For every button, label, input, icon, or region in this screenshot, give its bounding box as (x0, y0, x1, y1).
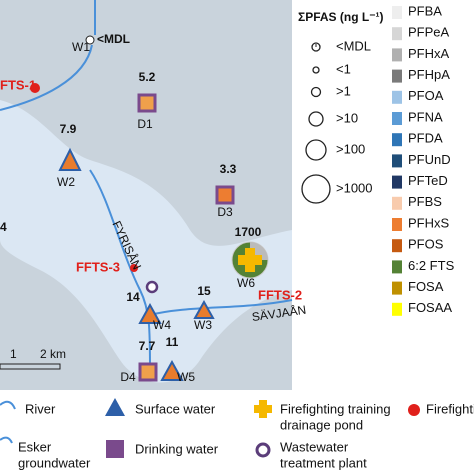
value-label: 7.9 (60, 122, 77, 136)
legend-label: PFUnD (408, 152, 451, 167)
scale-label: 2 km (40, 347, 66, 361)
compound-swatch (392, 6, 402, 19)
size-symbol (305, 139, 327, 161)
legend-label: Surface water (135, 401, 216, 416)
ffts-marker (30, 83, 40, 93)
station-marker (215, 185, 235, 205)
legend-label: drainage pond (280, 417, 363, 432)
station-label: D4 (120, 370, 136, 384)
value-label: 14 (126, 290, 140, 304)
value-label: 11 (166, 335, 179, 349)
compound-swatch (392, 175, 402, 189)
compound-swatch (392, 218, 402, 231)
compound-swatch (392, 239, 402, 253)
size-symbol (312, 66, 320, 74)
scale-label: 1 (10, 347, 17, 361)
site-label: FFTS-3 (76, 259, 120, 274)
value-label: 1700 (235, 225, 262, 239)
legend-label: PFPeA (408, 25, 450, 40)
station-marker (160, 359, 184, 381)
legend-label: >100 (336, 141, 365, 156)
legend-label: PFHpA (408, 67, 450, 82)
legend-icon (0, 436, 13, 444)
size-symbol (308, 111, 324, 127)
compound-swatch (392, 281, 402, 295)
compound-swatch (392, 112, 402, 125)
legend-icon (106, 440, 124, 458)
legend-icon (105, 398, 125, 416)
site-label: FTS-1 (0, 77, 36, 92)
size-symbol (310, 86, 322, 98)
compound-swatch (392, 27, 402, 41)
legend-label: FOSAA (408, 300, 452, 315)
station-label: W4 (153, 318, 171, 332)
station-marker (137, 93, 157, 113)
value-label: 3.3 (220, 162, 237, 176)
legend-label: >10 (336, 110, 358, 125)
legend-label: >1000 (336, 180, 373, 195)
river-line (0, 0, 293, 371)
value-label: 15 (197, 284, 211, 298)
legend-label: Firefighting training (280, 401, 391, 416)
legend-label: PFBS (408, 194, 442, 209)
station-label: D1 (137, 117, 153, 131)
legend-label: PFOS (408, 237, 444, 252)
value-label: <MDL (97, 32, 130, 46)
legend-icon (0, 400, 16, 410)
station-label: W6 (237, 276, 255, 290)
edge-label: 4 (0, 220, 7, 234)
compound-swatch (392, 302, 402, 316)
legend-icon (408, 404, 420, 416)
size-symbol (301, 174, 331, 204)
station-marker (58, 147, 82, 171)
legend-label: <1 (336, 61, 351, 76)
wwtp-marker (145, 280, 159, 294)
legend-label: treatment plant (280, 455, 367, 470)
legend-label: Firefighting tr (426, 401, 474, 416)
station-label: W5 (177, 370, 195, 384)
station-marker (85, 35, 95, 45)
station-marker (138, 302, 162, 324)
compound-swatch (392, 260, 402, 274)
compound-swatch (392, 133, 402, 147)
legend-label: PFTeD (408, 173, 448, 188)
legend-label: PFHxA (408, 46, 450, 61)
legend-label: FOSA (408, 279, 444, 294)
legend-label: Drinking water (135, 441, 219, 456)
compound-swatch (392, 154, 402, 168)
station-label: W2 (57, 175, 75, 189)
station-label: D3 (217, 205, 233, 219)
station-label: W1 (72, 40, 90, 54)
legend-title: ΣPFAS (ng L⁻¹) (298, 10, 384, 24)
legend-label: PFOA (408, 88, 444, 103)
compound-swatch (392, 69, 402, 83)
legend-label: PFNA (408, 109, 443, 124)
compound-swatch (392, 48, 402, 62)
legend-label: 6:2 FTS (408, 258, 455, 273)
legend-label: <MDL (336, 38, 371, 53)
legend-label: PFHxS (408, 215, 450, 230)
legend-label: >1 (336, 83, 351, 98)
legend-label: Esker (18, 439, 52, 454)
legend-icon (254, 400, 272, 418)
pond-marker (238, 248, 262, 272)
ffts-marker (130, 264, 138, 272)
compound-swatch (392, 90, 402, 104)
legend-label: Wastewater (280, 439, 349, 454)
compound-swatch (392, 196, 402, 210)
legend-label: River (25, 401, 56, 416)
legend-icon (255, 442, 271, 458)
station-marker (138, 362, 158, 382)
value-label: 7.7 (139, 339, 156, 353)
station-label: W3 (194, 318, 212, 332)
station-marker (193, 299, 215, 319)
legend-label: groundwater (18, 455, 91, 470)
value-label: 5.2 (139, 70, 156, 84)
legend-label: PFDA (408, 131, 443, 146)
legend-label: PFBA (408, 3, 442, 18)
site-label: FFTS-2 (258, 287, 302, 302)
scale-bar (0, 363, 61, 370)
